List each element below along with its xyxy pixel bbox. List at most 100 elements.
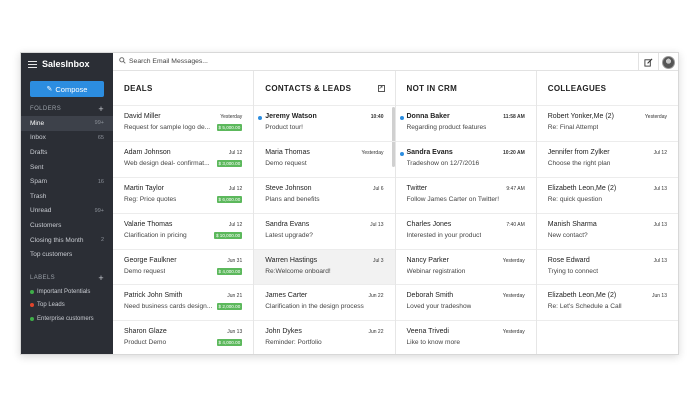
sidebar-folder[interactable]: Mine 99+ <box>21 116 113 131</box>
message-time: Jun 13 <box>227 329 243 336</box>
inbox-columns: DEALS David Miller Yesterday Request for… <box>113 71 678 354</box>
message-time: Jul 12 <box>228 149 243 156</box>
message-item[interactable]: Sandra Evans Jul 13 Latest upgrade? <box>254 214 395 250</box>
add-folder-icon[interactable]: + <box>98 104 104 114</box>
message-subject: Follow James Carter on Twitter! <box>406 195 500 203</box>
sidebar-folder[interactable]: Unread 99+ <box>21 204 113 219</box>
message-time: 10:20 AM <box>502 149 525 156</box>
message-time: Jul 13 <box>653 221 667 228</box>
message-subject: Reminder: Portfolio <box>265 339 322 347</box>
sidebar-folder[interactable]: Inbox 65 <box>21 131 113 146</box>
profile-button[interactable] <box>658 53 678 71</box>
message-time: 10:40 <box>370 114 384 120</box>
sender-name: John Dykes <box>265 328 302 336</box>
message-time: Jun 13 <box>651 293 667 300</box>
message-subject: Latest upgrade? <box>265 231 313 239</box>
column-header: NOT IN CRM <box>395 71 536 106</box>
message-time: Jul 6 <box>372 185 384 192</box>
message-item[interactable]: Veena Trivedi Yesterday Like to know mor… <box>396 321 536 354</box>
deal-amount-badge: $ 3,000.00 <box>216 159 243 167</box>
message-subject: Webinar registration <box>406 267 466 275</box>
sidebar-label[interactable]: Enterprise customers <box>21 312 113 326</box>
message-time: Jul 13 <box>370 221 384 228</box>
compose-button[interactable]: ✎ Compose <box>30 81 104 97</box>
message-item[interactable]: Twitter 9:47 AM Follow James Carter on T… <box>395 178 536 214</box>
label-dot-icon <box>30 289 34 294</box>
message-time: Yesterday <box>220 114 243 120</box>
message-subject: Trying to connect <box>547 267 599 275</box>
column-deals: DEALS David Miller Yesterday Request for… <box>113 71 255 354</box>
message-item[interactable]: Elizabeth Leon,Me (2) Jun 13 Re: Let's S… <box>536 285 678 322</box>
message-item[interactable]: Jeremy Watson 10:40 Product tour! <box>254 106 395 142</box>
message-subject: Product tour! <box>265 124 303 131</box>
sidebar-folder[interactable]: Customers <box>21 218 113 233</box>
label-text: Top Leads <box>37 302 65 309</box>
add-label-icon[interactable]: + <box>98 272 104 283</box>
message-item[interactable]: Donna Baker 11:58 AM Regarding product f… <box>395 106 536 142</box>
message-item[interactable]: Maria Thomas Yesterday Demo request <box>254 142 395 178</box>
message-item[interactable]: Warren Hastings Jul 3 Re:Welcome onboard… <box>254 249 395 286</box>
folder-label: Drafts <box>30 148 48 156</box>
sender-name: Patrick John Smith <box>124 292 183 300</box>
message-item[interactable]: Manish Sharma Jul 13 New contact? <box>536 214 678 250</box>
new-message-button[interactable] <box>638 53 658 71</box>
sender-name: Martin Taylor <box>124 184 164 192</box>
message-subject: Plans and benefits <box>265 195 320 203</box>
column-title: NOT IN CRM <box>406 83 458 93</box>
message-item[interactable]: Sandra Evans 10:20 AM Tradeshow on 12/7/… <box>395 142 536 178</box>
message-subject: Clarification in the design process <box>265 303 364 311</box>
message-subject: Tradeshow on 12/7/2016 <box>406 159 480 167</box>
message-item[interactable]: James Carter Jun 22 Clarification in the… <box>254 285 395 322</box>
message-item[interactable]: David Miller Yesterday Request for sampl… <box>113 106 254 142</box>
folder-count: 99+ <box>94 120 104 127</box>
message-item[interactable]: Martin Taylor Jul 12 Reg: Price quotes $… <box>113 178 254 214</box>
message-item[interactable]: Charles Jones 7:40 AM Interested in your… <box>395 214 536 250</box>
sidebar-label[interactable]: Top Leads <box>21 298 113 312</box>
sender-name: Rose Edward <box>547 256 590 264</box>
message-subject: Request for sample logo de... <box>124 124 211 131</box>
message-subject: Re: Let's Schedule a Call <box>547 303 622 311</box>
sender-name: Manish Sharma <box>547 220 597 228</box>
scrollbar[interactable] <box>391 107 395 167</box>
column-title: COLLEAGUES <box>547 83 607 93</box>
sender-name: Nancy Parker <box>406 256 449 264</box>
message-item[interactable]: Deborah Smith Yesterday Loved your trade… <box>395 285 536 322</box>
message-item[interactable]: Valarie Thomas Jul 12 Clarification in p… <box>113 214 254 250</box>
message-time: Jul 13 <box>653 257 667 264</box>
message-subject: Loved your tradeshow <box>406 303 472 311</box>
message-time: Yesterday <box>361 149 384 156</box>
message-item[interactable]: Jennifer from Zylker Jul 12 Choose the r… <box>536 142 678 178</box>
message-time: Jun 21 <box>227 293 243 300</box>
sidebar-folder[interactable]: Drafts <box>21 145 113 160</box>
message-item[interactable]: Elizabeth Leon,Me (2) Jul 13 Re: quick q… <box>536 178 678 214</box>
message-subject: Re: Final Attempt <box>547 124 599 131</box>
sender-name: David Miller <box>124 113 161 120</box>
labels-title: LABELS <box>30 274 56 281</box>
message-time: 11:58 AM <box>503 114 525 120</box>
sidebar-folder[interactable]: Closing this Month 2 <box>21 233 113 248</box>
message-item[interactable]: Robert Yonker,Me (2) Yesterday Re: Final… <box>536 106 678 142</box>
expand-icon[interactable]: ↗ <box>377 85 385 92</box>
column-colleagues: COLLEAGUES Robert Yonker,Me (2) Yesterda… <box>536 71 678 354</box>
search-input[interactable] <box>129 58 429 65</box>
message-item[interactable]: George Faulkner Jun 31 Demo request $ 4,… <box>113 250 254 286</box>
message-item[interactable]: Steve Johnson Jul 6 Plans and benefits <box>254 178 395 214</box>
folders-title: FOLDERS <box>30 106 62 112</box>
message-item[interactable]: Adam Johnson Jul 12 Web design deal- con… <box>113 142 254 178</box>
folder-label: Closing this Month <box>30 236 84 244</box>
sidebar-folder[interactable]: Spam 16 <box>21 174 113 189</box>
unread-dot-icon <box>399 151 404 156</box>
hamburger-menu-icon[interactable] <box>28 60 37 68</box>
sidebar-folder[interactable]: Sent <box>21 160 113 175</box>
sidebar-label[interactable]: Important Potentials <box>21 285 113 299</box>
message-item[interactable]: John Dykes Jun 22 Reminder: Portfolio <box>254 321 394 354</box>
sidebar-folder[interactable]: Top customers <box>21 247 113 262</box>
column-header: COLLEAGUES <box>536 71 678 106</box>
sender-name: Sharon Glaze <box>124 328 167 336</box>
message-item[interactable]: Nancy Parker Yesterday Webinar registrat… <box>395 250 536 286</box>
folder-count: 99+ <box>94 207 104 214</box>
message-item[interactable]: Sharon Glaze Jun 13 Product Demo $ 4,000… <box>113 321 253 354</box>
message-item[interactable]: Patrick John Smith Jun 21 Need business … <box>113 285 254 322</box>
sidebar-folder[interactable]: Trash <box>21 189 113 204</box>
message-item[interactable]: Rose Edward Jul 13 Trying to connect <box>536 250 678 286</box>
